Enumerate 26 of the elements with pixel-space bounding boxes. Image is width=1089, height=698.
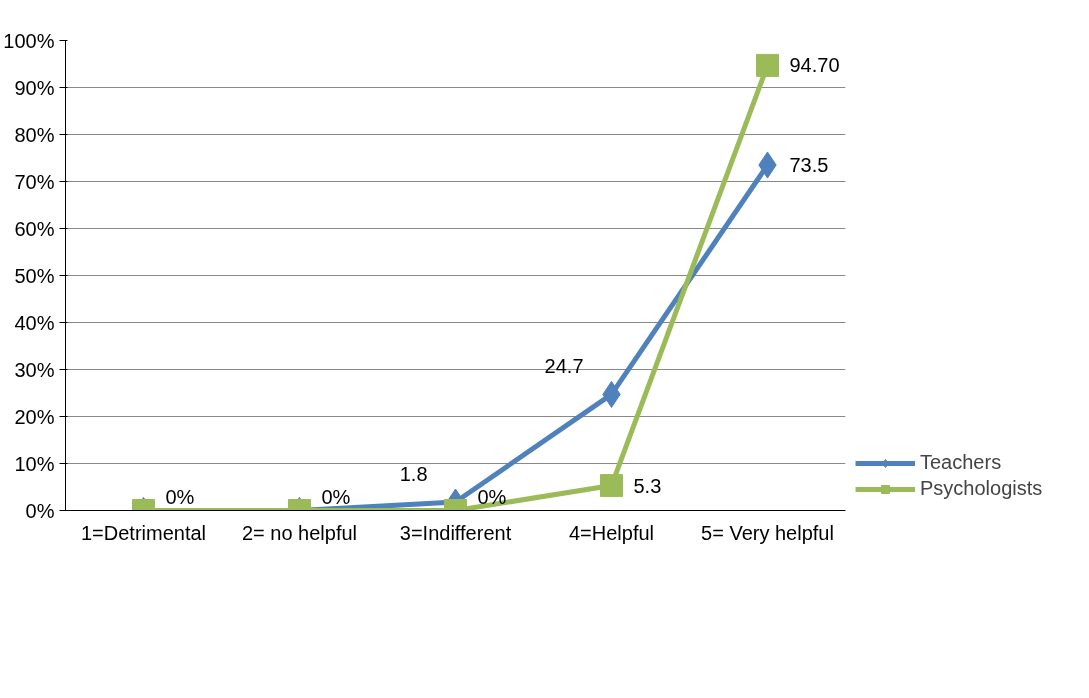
y-tick-label: 10% [14, 452, 55, 475]
y-tick-label: 90% [14, 76, 55, 99]
x-tick-label: 5= Very helpful [701, 521, 834, 544]
y-tick-label: 40% [14, 311, 55, 334]
y-tick-label: 20% [14, 405, 55, 428]
data-label: 0% [321, 485, 351, 508]
y-tick-label: 80% [14, 123, 55, 146]
data-label: 1.8 [399, 463, 428, 486]
y-tick-label: 70% [14, 170, 55, 193]
y-tick-label: 60% [14, 217, 55, 240]
x-tick-label: 4=Helpful [568, 521, 655, 544]
y-tick-label: 30% [14, 358, 55, 381]
data-label: 73.5 [789, 154, 829, 177]
data-label: 94.70 [789, 54, 840, 77]
y-tick-label: 0% [25, 499, 55, 522]
x-tick-label: 2= no helpful [241, 521, 358, 544]
data-label: 0% [165, 485, 195, 508]
legend-label: Teachers [920, 451, 1002, 474]
data-label: 0% [477, 485, 507, 508]
y-tick-label: 100% [3, 29, 55, 52]
x-tick-label: 3=Indifferent [399, 521, 512, 544]
y-tick-label: 50% [14, 264, 55, 287]
data-label: 24.7 [544, 355, 584, 378]
data-label: 5.3 [633, 474, 662, 497]
x-tick-label: 1=Detrimental [80, 521, 207, 544]
legend-label: Psychologists [920, 477, 1043, 500]
